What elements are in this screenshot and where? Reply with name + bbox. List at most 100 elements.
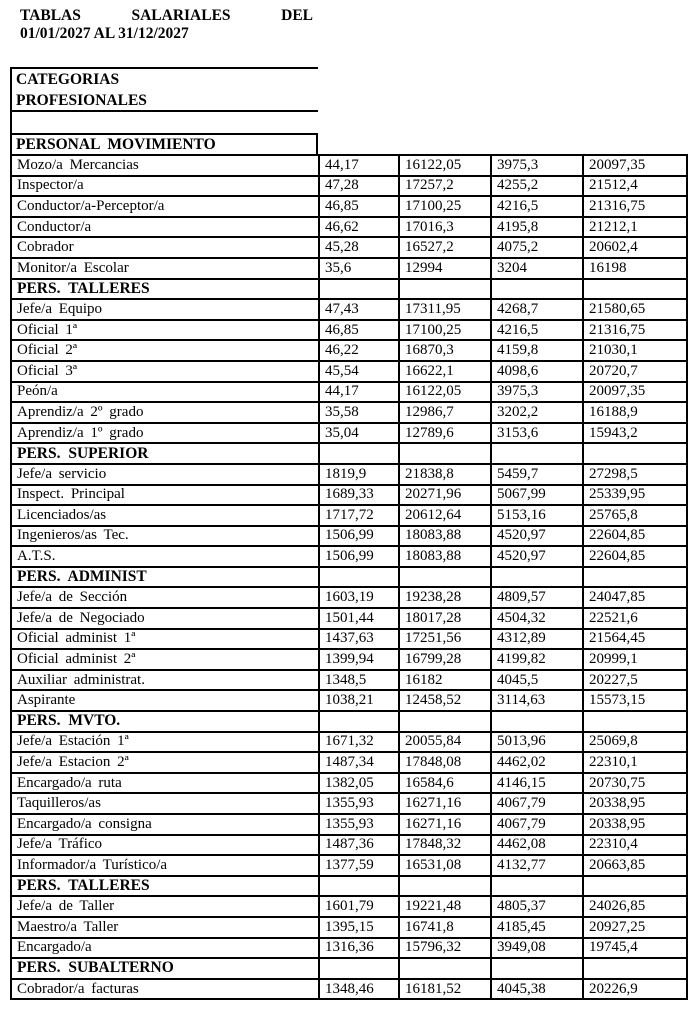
section-header-row: PERS. SUBALTERNO	[10, 957, 688, 980]
value-cell: 18083,88	[398, 545, 492, 568]
value-cell: 20663,85	[582, 854, 688, 877]
table-row: Taquilleros/as 1355,93 16271,16 4067,79 2033…	[10, 792, 688, 815]
category-cell: Mozo/a Mercancias	[10, 154, 320, 177]
table-row: Oficial 3ª 45,54 16622,1 4098,6 20720,7	[10, 359, 688, 383]
value-cell: 16870,3	[398, 339, 492, 362]
value-cell: 4462,02	[490, 751, 584, 774]
value-cell: 4067,79	[490, 792, 584, 815]
value-cell: 4067,79	[490, 813, 584, 836]
category-cell: Conductor/a-Perceptor/a	[10, 195, 320, 218]
value-cell: 3114,63	[490, 689, 584, 713]
value-cell: 21512,4	[582, 174, 688, 198]
empty-value-cell	[582, 874, 688, 898]
value-cell: 15796,32	[398, 936, 492, 960]
value-cell: 12458,52	[398, 689, 492, 713]
value-cell: 16182	[398, 668, 492, 692]
value-cell: 1399,94	[318, 648, 400, 671]
value-cell: 4146,15	[490, 771, 584, 795]
value-cell: 20055,84	[398, 730, 492, 754]
value-cell: 4185,45	[490, 915, 584, 939]
value-cell: 24026,85	[582, 895, 688, 918]
table-row: Jefe/a Estación 1ª 1671,32 20055,84 5013,96…	[10, 730, 688, 754]
value-cell: 25069,8	[582, 730, 688, 754]
value-cell: 46,62	[318, 215, 400, 239]
doc-title-word: SALARIALES	[131, 7, 231, 24]
category-cell: Peón/a	[10, 380, 320, 404]
section-header-cell: PERS. MVTO.	[10, 710, 320, 733]
value-cell: 17848,32	[398, 833, 492, 857]
value-cell: 4805,37	[490, 895, 584, 918]
value-cell: 45,28	[318, 236, 400, 259]
category-cell: Auxiliar administrat.	[10, 668, 320, 692]
category-cell: Inspector/a	[10, 174, 320, 198]
value-cell: 1437,63	[318, 627, 400, 651]
value-cell: 1355,93	[318, 792, 400, 815]
value-cell: 21212,1	[582, 215, 688, 239]
table-row: Jefe/a de Negociado 1501,44 18017,28 4504,3…	[10, 607, 688, 630]
value-cell: 16799,28	[398, 648, 492, 671]
doc-title-word: DEL	[281, 7, 313, 24]
table-row: Encargado/a 1316,36 15796,32 3949,08 19745,4	[10, 936, 688, 960]
category-cell: Oficial administ 1ª	[10, 627, 320, 651]
value-cell: 17100,25	[398, 195, 492, 218]
table-row: Ingenieros/as Tec. 1506,99 18083,88 4520,97…	[10, 524, 688, 548]
value-cell: 20097,35	[582, 380, 688, 404]
value-cell: 4195,8	[490, 215, 584, 239]
section-header-cell: PERS. SUPERIOR	[10, 442, 320, 465]
section-header-cell: PERS. TALLERES	[10, 874, 320, 898]
value-cell: 16198	[582, 256, 688, 280]
empty-value-cell	[582, 957, 688, 980]
table-row: Cobrador/a facturas 1348,46 16181,52 4045,3…	[10, 977, 688, 1001]
table-row: Encargado/a consigna 1355,93 16271,16 4067,…	[10, 813, 688, 836]
section-header-cell: PERS. ADMINIST	[10, 565, 320, 589]
category-cell: Jefe/a Estación 1ª	[10, 730, 320, 754]
category-header-box: CATEGORIAS PROFESIONALES	[10, 67, 318, 112]
table-row: Conductor/a-Perceptor/a 46,85 17100,25 4216…	[10, 195, 688, 218]
value-cell: 1501,44	[318, 607, 400, 630]
table-row: Jefe/a Tráfico 1487,36 17848,32 4462,08 2231…	[10, 833, 688, 857]
category-cell: Ingenieros/as Tec.	[10, 524, 320, 548]
category-header-line2: PROFESIONALES	[16, 91, 147, 109]
value-cell: 1506,99	[318, 545, 400, 568]
value-cell: 3202,2	[490, 401, 584, 424]
value-cell: 27298,5	[582, 462, 688, 486]
category-cell: Taquilleros/as	[10, 792, 320, 815]
value-cell: 17848,08	[398, 751, 492, 774]
value-cell: 16584,6	[398, 771, 492, 795]
value-cell: 44,17	[318, 154, 400, 177]
table-row: Jefe/a de Taller 1601,79 19221,48 4805,37 24…	[10, 895, 688, 918]
category-cell: Oficial 3ª	[10, 359, 320, 383]
empty-value-cell	[318, 874, 400, 898]
value-cell: 1487,34	[318, 751, 400, 774]
category-cell: A.T.S.	[10, 545, 320, 568]
value-cell: 22310,1	[582, 751, 688, 774]
value-cell: 20338,95	[582, 792, 688, 815]
value-cell: 16122,05	[398, 154, 492, 177]
value-cell: 21580,65	[582, 298, 688, 321]
value-cell: 1316,36	[318, 936, 400, 960]
value-cell: 1689,33	[318, 483, 400, 507]
empty-value-cell	[490, 957, 584, 980]
value-cell: 4216,5	[490, 195, 584, 218]
table-row: Informador/a Turístico/a 1377,59 16531,08 4…	[10, 854, 688, 877]
value-cell: 22604,85	[582, 524, 688, 548]
category-cell: Jefe/a servicio	[10, 462, 320, 486]
category-header-line1: CATEGORIAS	[16, 71, 120, 88]
empty-value-cell	[398, 442, 492, 465]
table-row: Encargado/a ruta 1382,05 16584,6 4146,15 207…	[10, 771, 688, 795]
empty-value-cell	[582, 710, 688, 733]
value-cell: 16622,1	[398, 359, 492, 383]
value-cell: 17100,25	[398, 318, 492, 342]
value-cell: 4216,5	[490, 318, 584, 342]
value-cell: 3153,6	[490, 421, 584, 445]
value-cell: 20730,75	[582, 771, 688, 795]
value-cell: 24047,85	[582, 586, 688, 610]
value-cell: 21564,45	[582, 627, 688, 651]
value-cell: 21030,1	[582, 339, 688, 362]
empty-value-cell	[318, 277, 400, 301]
empty-value-cell	[582, 277, 688, 301]
value-cell: 21316,75	[582, 318, 688, 342]
value-cell: 5153,16	[490, 504, 584, 527]
value-cell: 25339,95	[582, 483, 688, 507]
empty-value-cell	[490, 442, 584, 465]
